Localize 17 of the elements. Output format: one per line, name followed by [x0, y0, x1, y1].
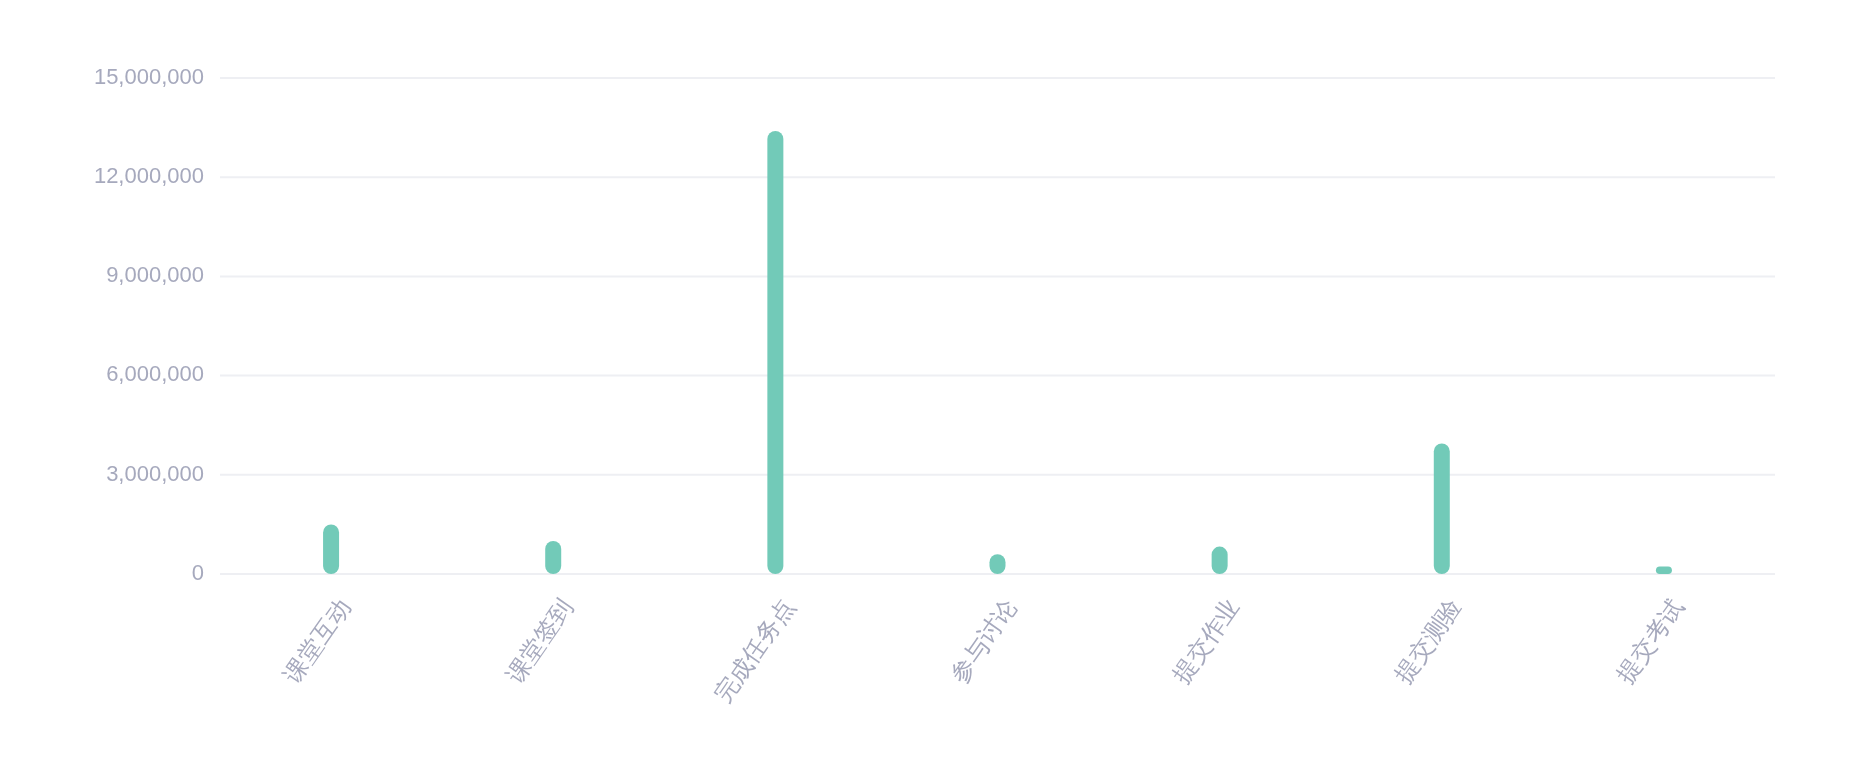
y-tick-label: 0 — [191, 559, 204, 585]
bar — [1655, 566, 1672, 574]
x-tick-label: 完成任务点 — [708, 593, 800, 708]
y-tick-label: 3,000,000 — [106, 460, 204, 486]
y-tick-label: 12,000,000 — [93, 163, 204, 189]
x-tick-label: 提交考试 — [1611, 593, 1689, 688]
y-tick-label: 9,000,000 — [106, 262, 204, 288]
bar — [767, 130, 784, 574]
bar — [323, 524, 340, 574]
y-tick-label: 15,000,000 — [93, 63, 204, 89]
x-tick-label: 课堂签到 — [500, 593, 578, 688]
bar — [1433, 443, 1450, 574]
x-tick-label: 提交测验 — [1389, 593, 1467, 688]
x-tick-label: 参与讨论 — [944, 593, 1023, 688]
x-tick-label: 提交作业 — [1166, 593, 1245, 688]
x-tick-label: 课堂互动 — [278, 593, 356, 688]
y-tick-label: 6,000,000 — [106, 361, 204, 387]
